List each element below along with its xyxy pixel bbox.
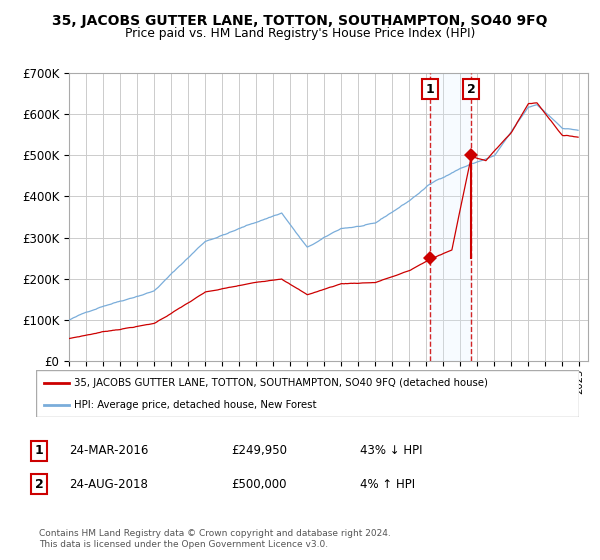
Text: 2: 2 [467, 83, 476, 96]
Text: 24-MAR-2016: 24-MAR-2016 [69, 444, 148, 458]
Text: 35, JACOBS GUTTER LANE, TOTTON, SOUTHAMPTON, SO40 9FQ: 35, JACOBS GUTTER LANE, TOTTON, SOUTHAMP… [52, 14, 548, 28]
Text: Price paid vs. HM Land Registry's House Price Index (HPI): Price paid vs. HM Land Registry's House … [125, 27, 475, 40]
Text: £249,950: £249,950 [231, 444, 287, 458]
Text: £500,000: £500,000 [231, 478, 287, 491]
Text: 1: 1 [35, 444, 43, 458]
Text: 35, JACOBS GUTTER LANE, TOTTON, SOUTHAMPTON, SO40 9FQ (detached house): 35, JACOBS GUTTER LANE, TOTTON, SOUTHAMP… [74, 378, 488, 388]
Text: 2: 2 [35, 478, 43, 491]
Text: 1: 1 [425, 83, 434, 96]
Bar [430, 73, 471, 361]
Text: HPI: Average price, detached house, New Forest: HPI: Average price, detached house, New … [74, 400, 317, 410]
Text: 43% ↓ HPI: 43% ↓ HPI [360, 444, 422, 458]
Text: Contains HM Land Registry data © Crown copyright and database right 2024.
This d: Contains HM Land Registry data © Crown c… [39, 529, 391, 549]
Text: 24-AUG-2018: 24-AUG-2018 [69, 478, 148, 491]
Text: 4% ↑ HPI: 4% ↑ HPI [360, 478, 415, 491]
FancyBboxPatch shape [36, 370, 579, 417]
